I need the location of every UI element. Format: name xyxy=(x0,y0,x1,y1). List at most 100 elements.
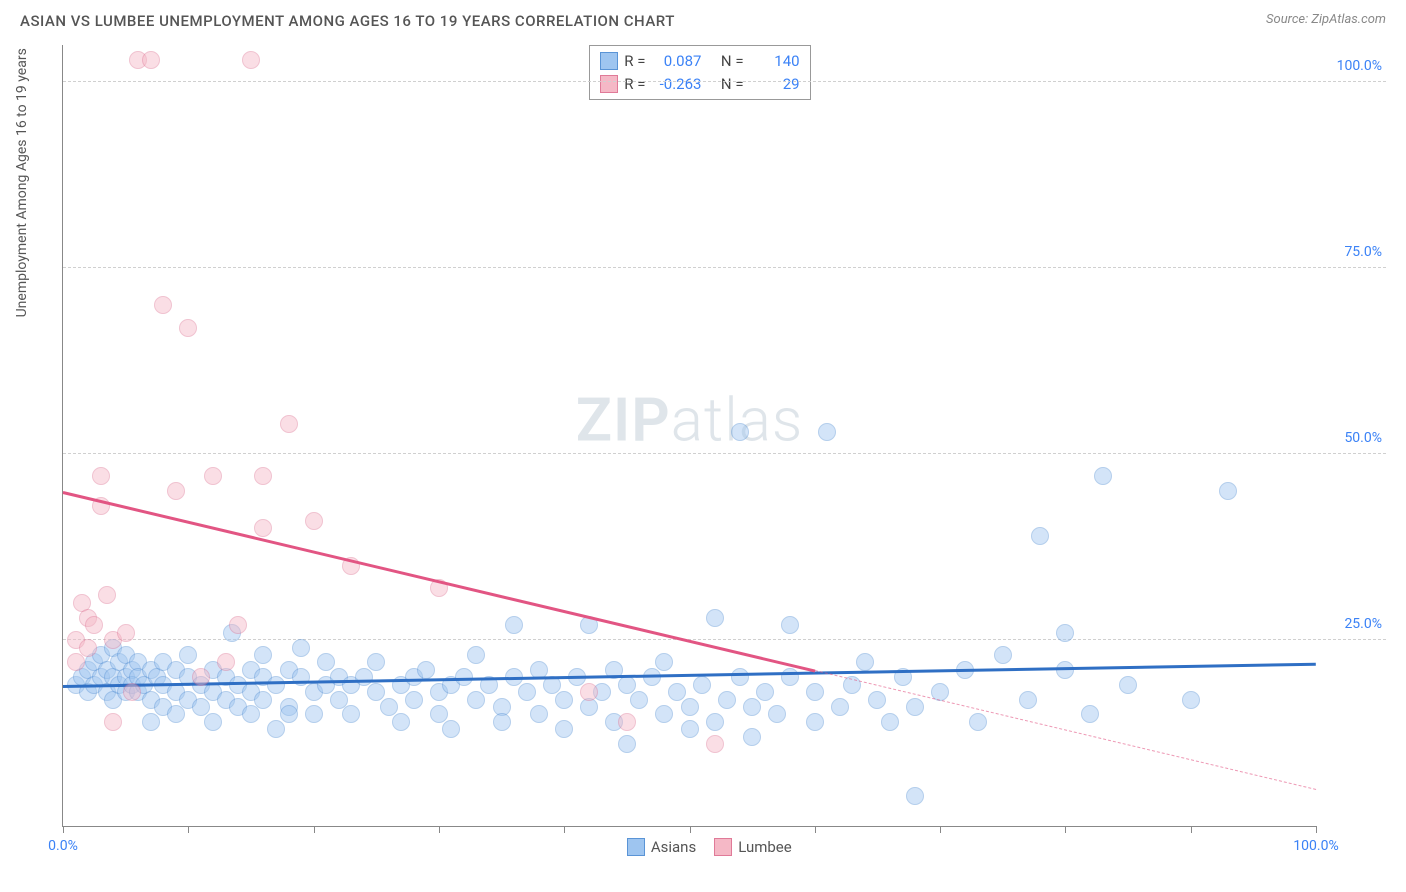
stat-n-label: N = xyxy=(721,73,744,96)
series-swatch xyxy=(714,838,732,856)
data-point xyxy=(380,698,398,716)
data-point xyxy=(254,467,272,485)
legend-label: Asians xyxy=(651,838,696,856)
stat-n-value: 29 xyxy=(750,73,800,96)
series-swatch xyxy=(600,75,618,93)
data-point xyxy=(818,423,836,441)
data-point xyxy=(518,683,536,701)
x-tick xyxy=(1191,826,1192,833)
data-point xyxy=(242,705,260,723)
gridline xyxy=(63,639,1386,640)
data-point xyxy=(305,512,323,530)
data-point xyxy=(292,639,310,657)
data-point xyxy=(430,705,448,723)
data-point xyxy=(204,467,222,485)
gridline xyxy=(63,267,1386,268)
data-point xyxy=(123,683,141,701)
data-point xyxy=(117,624,135,642)
data-point xyxy=(442,720,460,738)
data-point xyxy=(154,296,172,314)
data-point xyxy=(1081,705,1099,723)
data-point xyxy=(530,705,548,723)
data-point xyxy=(643,668,661,686)
y-tick-label: 25.0% xyxy=(1344,616,1382,632)
data-point xyxy=(179,646,197,664)
data-point xyxy=(630,691,648,709)
data-point xyxy=(254,691,272,709)
data-point xyxy=(681,698,699,716)
gridline xyxy=(63,81,1386,82)
data-point xyxy=(254,646,272,664)
data-point xyxy=(831,698,849,716)
data-point xyxy=(342,705,360,723)
data-point xyxy=(292,668,310,686)
series-swatch xyxy=(627,838,645,856)
data-point xyxy=(555,691,573,709)
data-point xyxy=(756,683,774,701)
data-point xyxy=(731,423,749,441)
stat-r-label: R = xyxy=(624,50,645,73)
chart-title: ASIAN VS LUMBEE UNEMPLOYMENT AMONG AGES … xyxy=(20,12,675,30)
trend-line xyxy=(63,491,815,672)
data-point xyxy=(768,705,786,723)
stat-r-label: R = xyxy=(624,73,645,96)
data-point xyxy=(355,668,373,686)
data-point xyxy=(681,720,699,738)
data-point xyxy=(618,676,636,694)
data-point xyxy=(505,616,523,634)
data-point xyxy=(217,653,235,671)
data-point xyxy=(367,653,385,671)
data-point xyxy=(1019,691,1037,709)
data-point xyxy=(267,676,285,694)
x-tick xyxy=(815,826,816,833)
data-point xyxy=(706,713,724,731)
data-point xyxy=(1094,467,1112,485)
data-point xyxy=(906,698,924,716)
data-point xyxy=(781,616,799,634)
data-point xyxy=(969,713,987,731)
data-point xyxy=(806,713,824,731)
data-point xyxy=(668,683,686,701)
x-axis-label: 100.0% xyxy=(1293,838,1338,854)
data-point xyxy=(142,51,160,69)
data-point xyxy=(79,639,97,657)
data-point xyxy=(280,415,298,433)
stats-row: R = 0.087 N = 140 xyxy=(600,50,799,73)
data-point xyxy=(242,51,260,69)
stat-r-value: 0.087 xyxy=(651,50,701,73)
stat-n-label: N = xyxy=(721,50,744,73)
legend-label: Lumbee xyxy=(738,838,792,856)
data-point xyxy=(693,676,711,694)
x-tick xyxy=(314,826,315,833)
data-point xyxy=(192,698,210,716)
gridline xyxy=(63,453,1386,454)
data-point xyxy=(267,720,285,738)
watermark: ZIPatlas xyxy=(576,384,804,455)
y-tick-label: 50.0% xyxy=(1344,430,1382,446)
series-swatch xyxy=(600,52,618,70)
x-tick xyxy=(63,826,64,833)
data-point xyxy=(98,586,116,604)
stat-n-value: 140 xyxy=(750,50,800,73)
data-point xyxy=(655,705,673,723)
data-point xyxy=(1219,482,1237,500)
y-tick-label: 100.0% xyxy=(1337,58,1382,74)
data-point xyxy=(706,609,724,627)
x-tick xyxy=(940,826,941,833)
data-point xyxy=(85,616,103,634)
data-point xyxy=(806,683,824,701)
data-point xyxy=(618,713,636,731)
data-point xyxy=(493,713,511,731)
data-point xyxy=(743,698,761,716)
data-point xyxy=(92,467,110,485)
x-axis-label: 0.0% xyxy=(48,838,78,854)
data-point xyxy=(167,482,185,500)
legend-item: Asians xyxy=(627,838,696,856)
data-point xyxy=(1056,624,1074,642)
data-point xyxy=(167,705,185,723)
x-tick xyxy=(188,826,189,833)
stat-r-value: -0.263 xyxy=(651,73,701,96)
data-point xyxy=(1031,527,1049,545)
x-tick xyxy=(690,826,691,833)
data-point xyxy=(417,661,435,679)
